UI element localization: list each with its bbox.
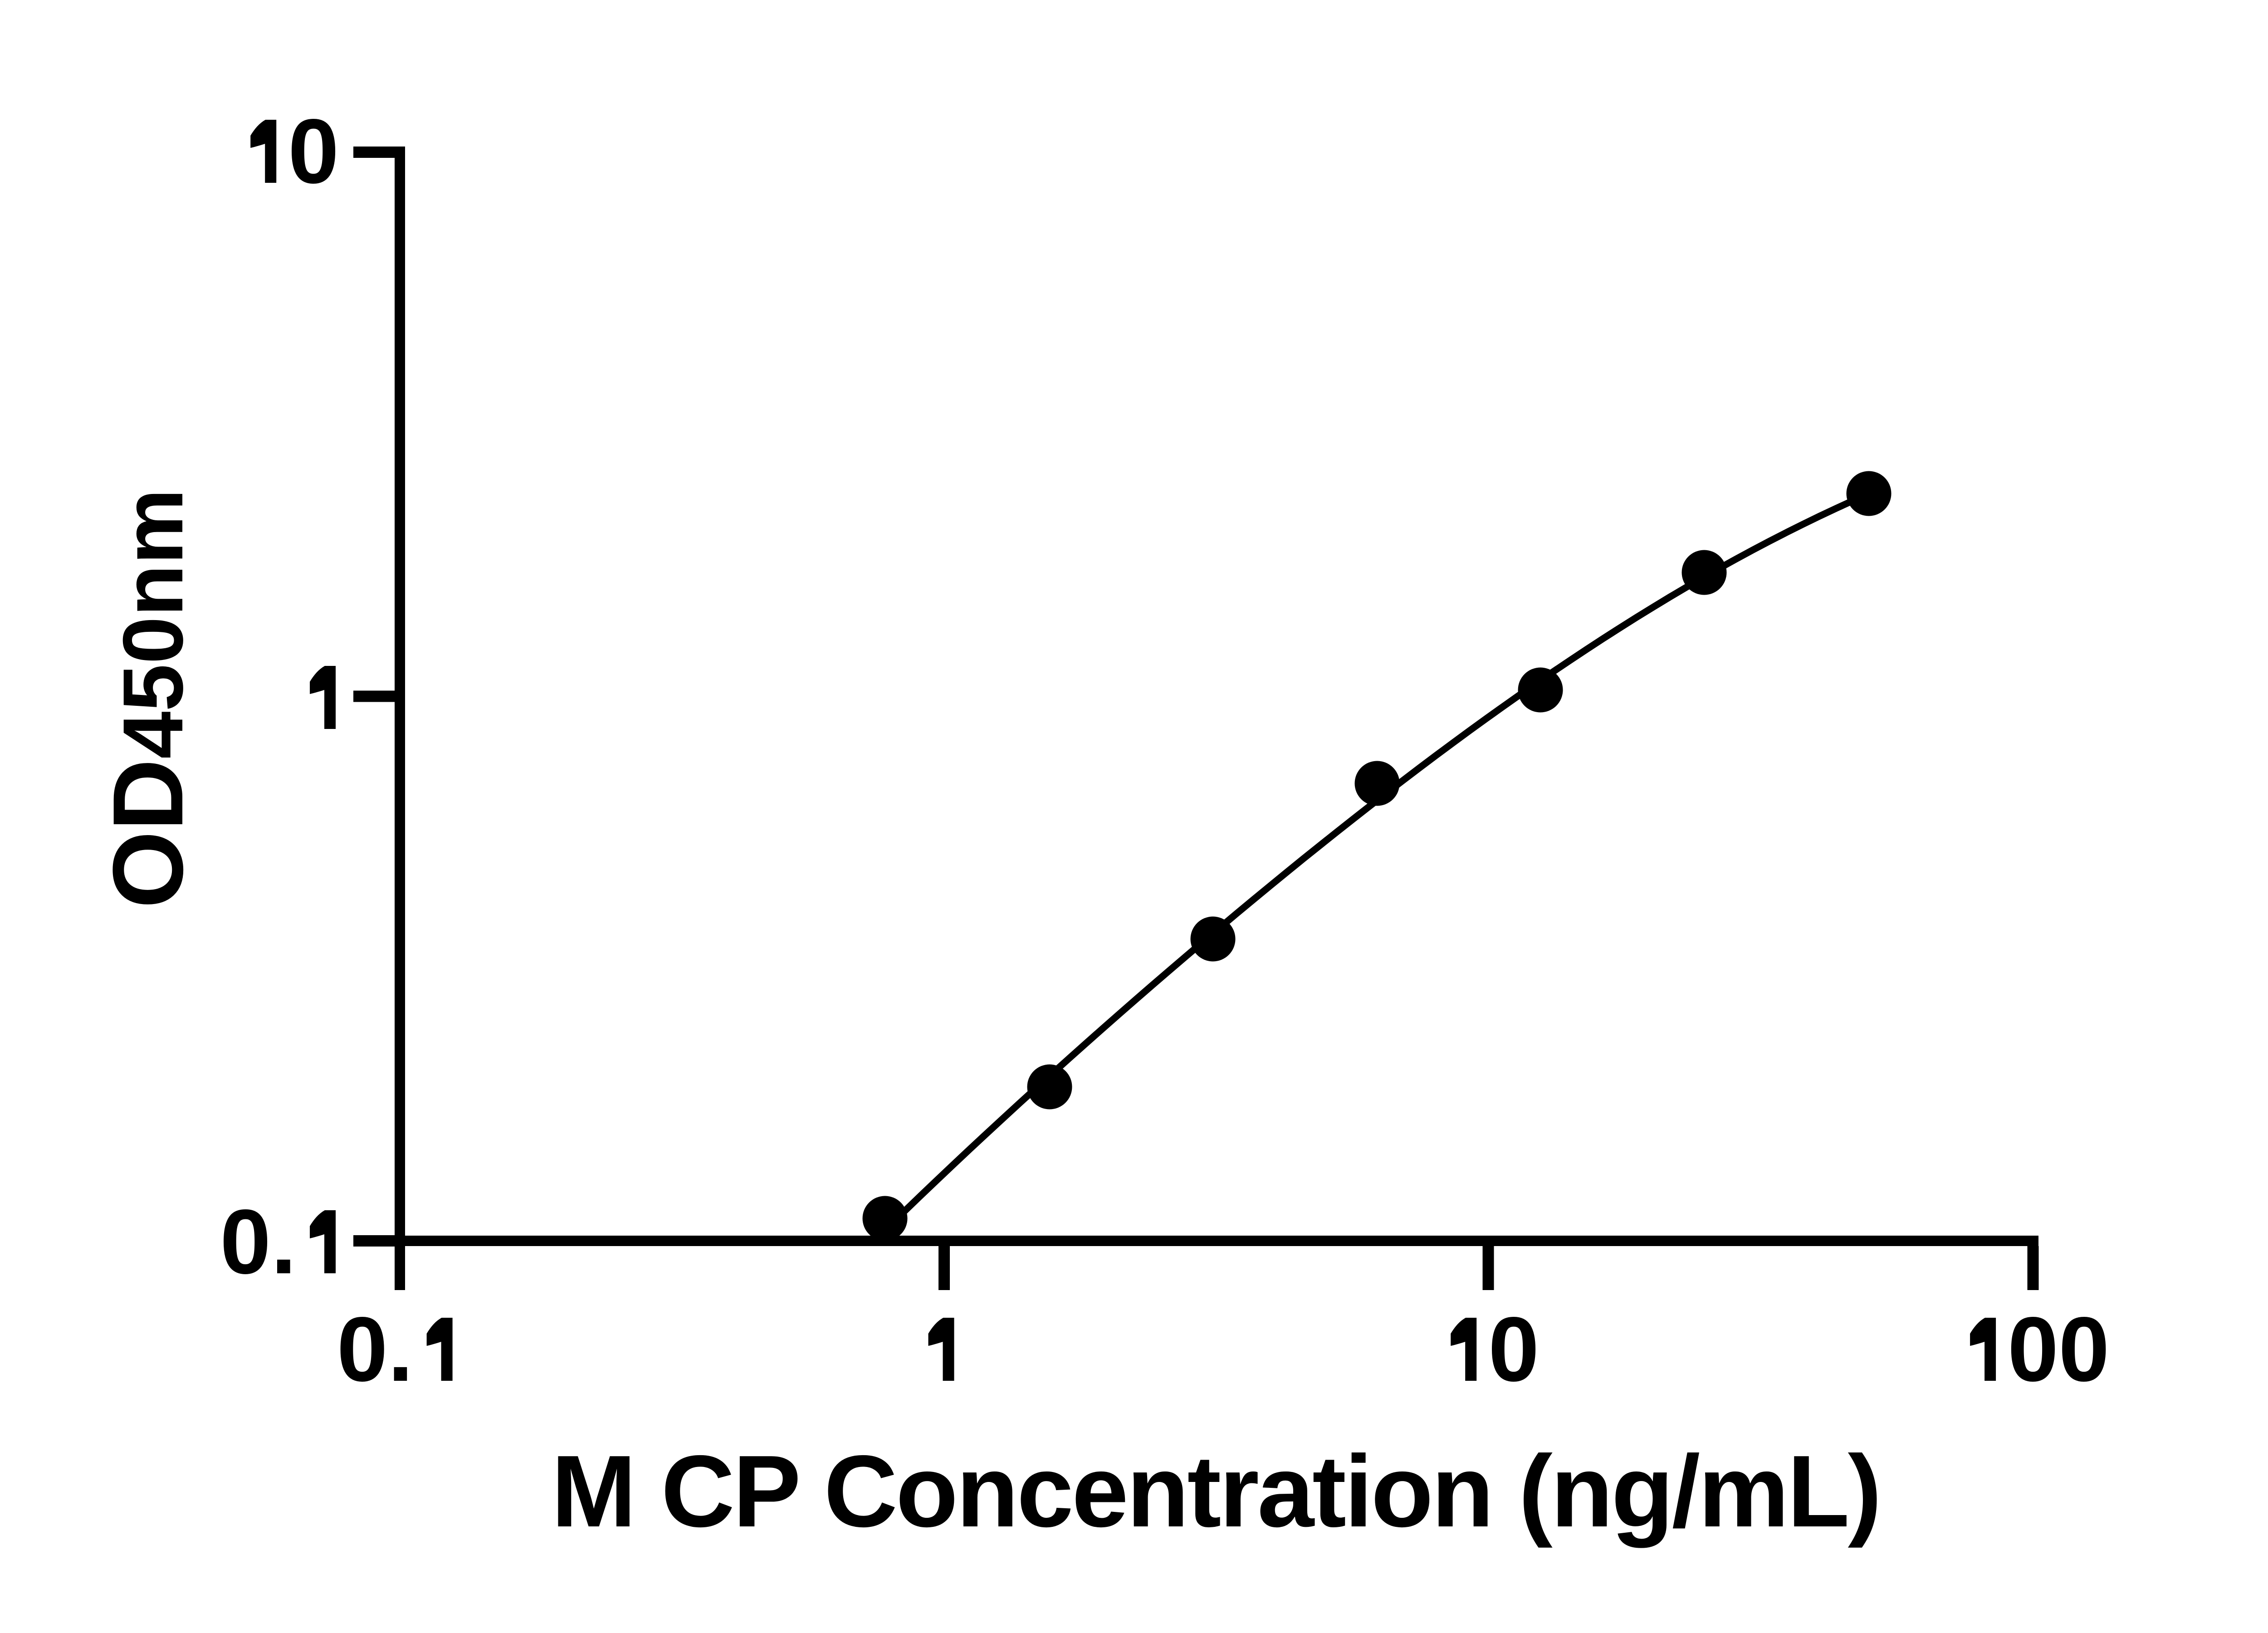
svg-text:0: 0	[288, 100, 339, 202]
svg-text:0.: 0.	[220, 1190, 296, 1293]
svg-text:OD450nm: OD450nm	[92, 489, 204, 909]
svg-text:0: 0	[1488, 1298, 1539, 1400]
svg-text:M CP Concentration (ng/mL): M CP Concentration (ng/mL)	[551, 1434, 1880, 1548]
svg-text:0.: 0.	[337, 1298, 413, 1400]
svg-text:00: 00	[2008, 1298, 2110, 1400]
